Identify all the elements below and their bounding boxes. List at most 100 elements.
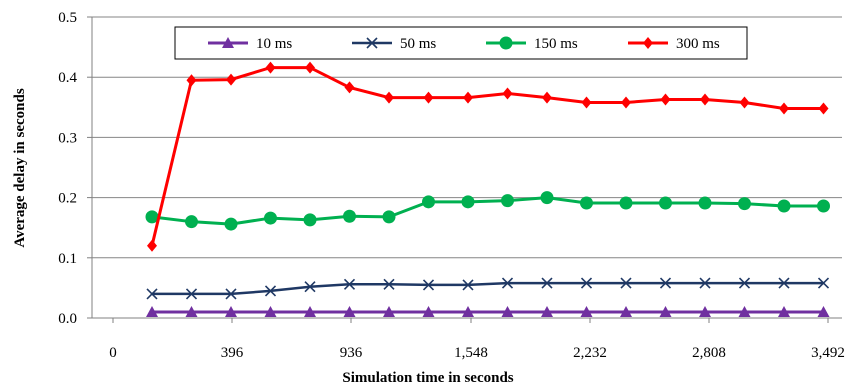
data-point	[304, 305, 316, 317]
data-point	[502, 87, 513, 100]
series-line	[152, 281, 824, 296]
data-point	[462, 279, 474, 291]
marker-stroke	[580, 277, 593, 289]
data-point	[580, 305, 593, 317]
y-tick-label: 0.3	[58, 130, 77, 146]
legend-marker	[222, 37, 234, 48]
x-tick-label: 936	[340, 345, 363, 361]
x-tick-labels: 0 396 936 1,548 2,232 2,808 3,492	[109, 345, 845, 361]
x-tick-label: 3,492	[811, 345, 845, 361]
data-point	[226, 73, 236, 86]
marker-stroke	[541, 277, 553, 289]
marker-stroke	[462, 279, 474, 291]
series-300-ms	[147, 61, 829, 252]
data-point	[422, 279, 435, 291]
marker-stroke	[699, 277, 711, 289]
series-50-ms	[146, 277, 830, 300]
data-point	[423, 91, 434, 104]
data-point	[343, 278, 356, 290]
data-point	[501, 277, 514, 289]
data-point	[580, 277, 593, 289]
data-point	[699, 277, 711, 289]
data-point	[581, 96, 592, 109]
legend-label: 300 ms	[676, 36, 720, 52]
data-point	[146, 305, 158, 317]
x-axis-title: Simulation time in seconds	[342, 370, 513, 386]
data-point	[779, 102, 789, 115]
data-point	[422, 195, 435, 209]
x-tick-label: 0	[109, 345, 117, 361]
y-tick-label: 0.0	[58, 311, 77, 327]
marker-stroke	[778, 277, 790, 289]
data-point	[619, 196, 633, 210]
y-tick-label: 0.5	[58, 10, 77, 26]
marker-stroke	[659, 277, 672, 289]
legend-label: 50 ms	[400, 36, 436, 52]
data-point	[818, 102, 829, 115]
data-point	[659, 305, 672, 317]
grid-lines	[87, 16, 842, 323]
data-point	[225, 288, 237, 300]
legend-marker	[366, 37, 378, 49]
legend-item: 300 ms	[628, 36, 720, 52]
data-point	[383, 278, 395, 290]
data-point	[659, 196, 672, 210]
data-point	[501, 305, 514, 317]
data-point	[422, 305, 435, 317]
data-point	[264, 305, 277, 317]
data-point	[738, 277, 751, 289]
marker-stroke	[264, 285, 277, 297]
data-point	[344, 81, 355, 94]
data-point	[147, 239, 157, 252]
data-point	[699, 305, 711, 317]
axes	[91, 17, 842, 319]
data-point	[461, 195, 475, 209]
data-point	[738, 305, 751, 317]
data-point	[146, 288, 158, 300]
marker-stroke	[366, 37, 378, 49]
data-point	[305, 61, 315, 74]
legend-label: 10 ms	[256, 36, 292, 52]
data-point	[185, 215, 198, 229]
y-tick-label: 0.4	[58, 70, 77, 86]
legend-item: 50 ms	[352, 36, 436, 52]
y-tick-label: 0.2	[58, 191, 77, 207]
x-tick-label: 396	[221, 345, 244, 361]
data-point	[739, 96, 750, 109]
legend-item: 150 ms	[486, 36, 578, 52]
marker-stroke	[383, 278, 395, 290]
data-point	[659, 277, 672, 289]
x-tick-label: 2,808	[692, 345, 726, 361]
y-tick-labels: 0.0 0.1 0.2 0.3 0.4 0.5	[58, 10, 77, 327]
legend-marker	[499, 36, 513, 50]
data-point	[463, 91, 473, 104]
legend-item: 10 ms	[208, 36, 292, 52]
marker-stroke	[185, 288, 198, 300]
data-point	[343, 209, 356, 223]
data-point	[382, 210, 396, 224]
data-point	[621, 96, 631, 109]
data-point	[383, 305, 395, 317]
data-point	[264, 211, 277, 225]
marker-stroke	[501, 277, 514, 289]
data-point	[778, 277, 790, 289]
data-point	[304, 281, 316, 293]
data-point	[580, 196, 593, 210]
data-point	[501, 194, 514, 208]
data-point	[225, 305, 237, 317]
legend: 10 ms 50 ms 150 ms 300 ms	[174, 26, 748, 60]
data-point	[817, 277, 830, 289]
data-point	[777, 199, 791, 213]
series-line	[150, 66, 824, 247]
data-point	[462, 305, 474, 317]
legend-label: 150 ms	[534, 36, 578, 52]
x-tick-label: 2,232	[573, 345, 607, 361]
data-point	[540, 191, 554, 205]
data-point	[542, 91, 552, 104]
marker-stroke	[817, 277, 830, 289]
y-tick-label: 0.1	[58, 251, 77, 267]
y-axis-title: Average delay in seconds	[12, 88, 28, 247]
data-point	[817, 305, 830, 317]
data-point	[778, 305, 790, 317]
